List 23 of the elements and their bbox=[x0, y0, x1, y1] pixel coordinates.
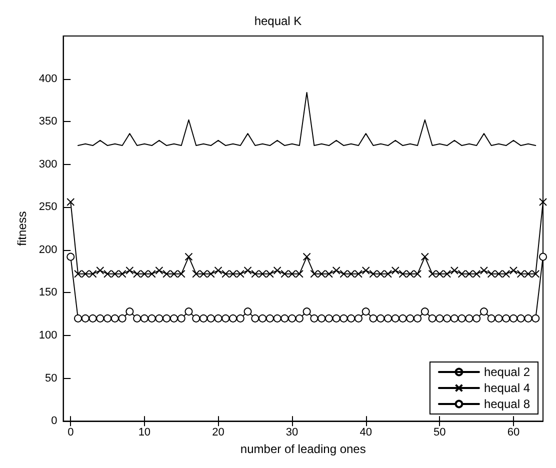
x-tick-label: 40 bbox=[360, 426, 372, 439]
y-tick-label: 50 bbox=[45, 372, 58, 384]
y-tick-label: 0 bbox=[51, 415, 58, 428]
legend-label: hequal 2 bbox=[484, 365, 530, 379]
x-tick-label: 60 bbox=[507, 426, 520, 439]
chart-title: hequal K bbox=[254, 14, 302, 28]
y-tick-label: 150 bbox=[38, 286, 58, 299]
x-tick-label: 20 bbox=[212, 426, 224, 439]
y-tick-label: 350 bbox=[38, 116, 58, 128]
line-series bbox=[78, 92, 536, 146]
legend-label: hequal 4 bbox=[484, 381, 530, 395]
x-tick-label: 10 bbox=[138, 426, 151, 439]
y-tick-label: 400 bbox=[38, 72, 58, 85]
y-tick-label: 100 bbox=[38, 330, 58, 342]
x-tick-label: 30 bbox=[286, 426, 298, 439]
y-tick-label: 200 bbox=[38, 244, 58, 256]
y-tick-label: 300 bbox=[38, 158, 58, 170]
x-tick-label: 0 bbox=[68, 426, 74, 439]
y-tick-label: 250 bbox=[38, 201, 58, 214]
x-tick-label: 50 bbox=[434, 426, 446, 439]
x-axis-title: number of leading ones bbox=[240, 442, 366, 456]
y-axis-title: fitness bbox=[15, 211, 29, 246]
legend-label: hequal 8 bbox=[484, 397, 530, 411]
